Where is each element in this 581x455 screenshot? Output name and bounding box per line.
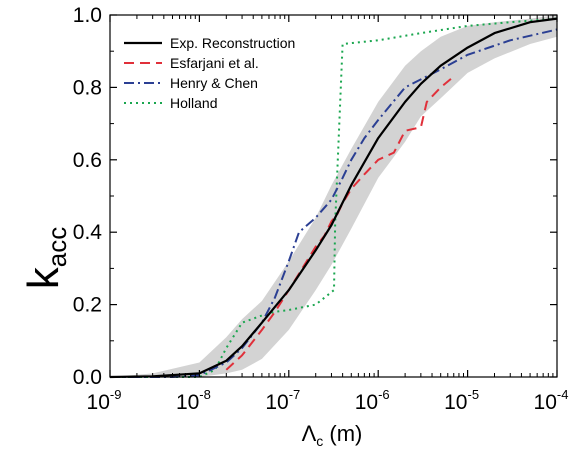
- x-tick-label: 10-5: [444, 387, 479, 414]
- x-tick-label: 10-6: [355, 387, 390, 414]
- x-tick-label: 10-7: [265, 387, 300, 414]
- x-tick-exponent: -8: [199, 387, 211, 402]
- x-axis-unit: (m): [323, 421, 362, 446]
- x-tick-label: 10-8: [176, 387, 211, 414]
- x-tick-exponent: -7: [289, 387, 301, 402]
- y-tick-label: 0.6: [73, 149, 102, 172]
- y-axis-subscript: acc: [42, 227, 72, 267]
- x-tick-label: 10-9: [87, 387, 122, 414]
- legend-label: Exp. Reconstruction: [170, 35, 295, 51]
- series-line-3: [110, 17, 558, 378]
- y-tick-label: 0.4: [73, 221, 103, 244]
- x-tick-exponent: -6: [378, 387, 390, 402]
- series-layer: [109, 17, 558, 379]
- y-tick-label: 0.2: [73, 294, 102, 317]
- x-tick-base: 10: [87, 391, 110, 414]
- x-tick-exponent: -4: [557, 387, 569, 402]
- x-tick-base: 10: [444, 391, 467, 414]
- y-axis-symbol: k: [19, 266, 68, 289]
- series-line-0: [109, 17, 558, 379]
- x-axis-subscript: c: [316, 433, 323, 449]
- legend: Exp. Reconstruction Esfarjani et al. Henry…: [124, 35, 295, 111]
- x-tick-label: 10-4: [534, 387, 569, 414]
- x-axis-title: Λc (m): [302, 421, 363, 449]
- x-tick-base: 10: [534, 391, 557, 414]
- y-tick-label: 0.8: [73, 76, 102, 99]
- y-axis-title: kacc: [19, 227, 72, 289]
- x-tick-exponent: -5: [467, 387, 479, 402]
- legend-label: Esfarjani et al.: [170, 55, 259, 71]
- y-tick-label: 1.0: [73, 4, 102, 27]
- x-tick-base: 10: [265, 391, 288, 414]
- ticks-layer: 10-9 10-8 10-7 10-6 10-5 10-40.00.20.40.60.81…: [73, 4, 569, 414]
- x-tick-base: 10: [176, 391, 199, 414]
- x-axis-symbol: Λ: [302, 421, 317, 446]
- y-tick-label: 0.0: [73, 366, 102, 389]
- legend-label: Holland: [170, 95, 217, 111]
- x-tick-exponent: -9: [110, 387, 122, 402]
- legend-label: Henry & Chen: [170, 75, 258, 91]
- x-tick-base: 10: [355, 391, 378, 414]
